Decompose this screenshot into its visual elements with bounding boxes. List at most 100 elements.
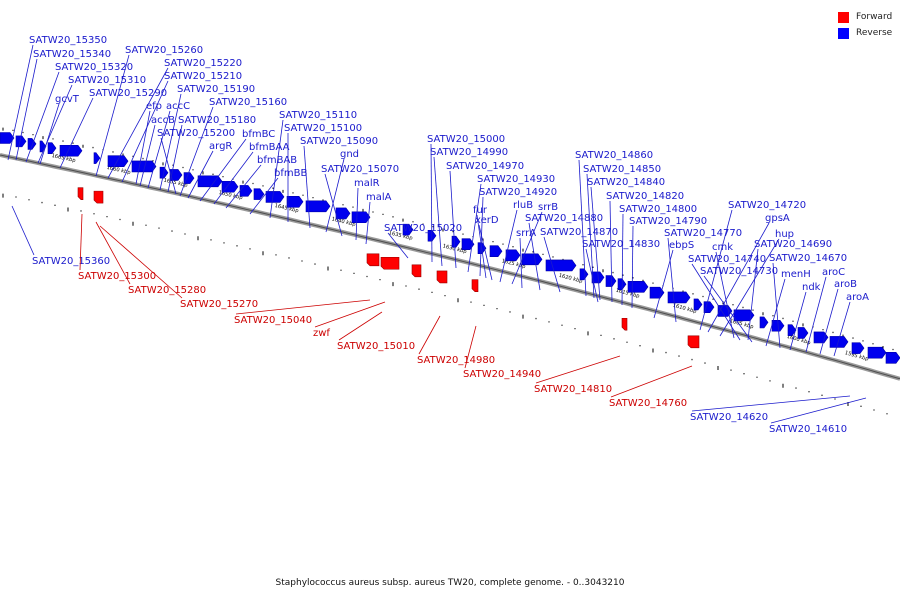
gene-callout-line — [535, 355, 621, 384]
forward-gene-arrow — [380, 256, 400, 270]
gene-callout-line — [765, 278, 786, 347]
gene-callout-line — [121, 80, 169, 183]
gene-label: SATW20_15300 — [78, 271, 156, 282]
gene-callout-line — [11, 205, 35, 256]
reverse-gene-arrow — [93, 152, 101, 164]
gene-label: accB — [151, 115, 175, 126]
gene-label: SATW20_15110 — [279, 110, 357, 121]
gene-label: SATW20_15260 — [125, 45, 203, 56]
gene-label: SATW20_14760 — [609, 398, 687, 409]
gene-callout-line — [139, 124, 156, 187]
gene-label: SATW20_15350 — [29, 35, 107, 46]
gene-callout-line — [213, 151, 254, 205]
forward-gene-arrow — [77, 187, 84, 200]
gene-callout-line — [324, 173, 343, 237]
gene-callout-line — [107, 67, 169, 179]
gene-label: bfmBAB — [257, 155, 297, 166]
gene-label: SATW20_15070 — [321, 164, 399, 175]
gene-callout-line — [585, 248, 599, 303]
gene-callout-line — [478, 224, 493, 281]
gene-label: SATW20_14620 — [690, 412, 768, 423]
reverse-gene-arrow — [521, 253, 543, 266]
gene-callout-line — [703, 275, 753, 343]
gene-label: cmk — [712, 242, 733, 253]
reverse-gene-arrow — [197, 175, 223, 188]
reverse-gene-arrow — [305, 200, 331, 213]
gene-callout-line — [609, 200, 613, 303]
gene-callout-line — [187, 150, 214, 199]
reverse-gene-arrow — [27, 138, 37, 150]
gene-callout-line — [59, 97, 94, 169]
gene-callout-line — [225, 164, 262, 209]
reverse-gene-arrow — [286, 196, 304, 208]
gene-callout-line — [99, 225, 183, 299]
gene-callout-line — [464, 325, 477, 369]
gene-label: SATW20_14940 — [463, 369, 541, 380]
reverse-gene-arrow — [351, 211, 371, 224]
reverse-gene-arrow — [265, 191, 285, 203]
gene-callout-line — [819, 288, 839, 355]
gene-callout-line — [770, 397, 867, 424]
gene-label: SATW20_15310 — [68, 75, 146, 86]
gene-callout-line — [476, 214, 487, 279]
reverse-gene-arrow — [131, 160, 157, 173]
gene-callout-line — [79, 213, 83, 271]
gene-label: srrA — [516, 228, 536, 239]
gene-callout-line — [805, 276, 827, 353]
reverse-gene-arrow — [505, 249, 521, 262]
gene-callout-line — [449, 170, 457, 269]
reverse-gene-arrow — [867, 346, 887, 359]
gene-callout-line — [338, 311, 383, 341]
reverse-gene-arrow — [667, 291, 691, 304]
gene-callout-line — [586, 173, 595, 299]
reverse-gene-arrow — [851, 342, 865, 354]
gene-callout-line — [621, 213, 624, 306]
gene-callout-line — [95, 221, 131, 285]
gene-label: SATW20_14840 — [587, 177, 665, 188]
gene-callout-line — [772, 262, 781, 349]
gene-callout-line — [249, 177, 279, 215]
reverse-gene-arrow — [759, 316, 769, 329]
reverse-gene-arrow — [885, 352, 900, 364]
reverse-gene-arrow — [787, 324, 797, 336]
gene-label: hup — [775, 229, 794, 240]
gene-label: SATW20_14810 — [534, 384, 612, 395]
gene-callout-line — [303, 145, 311, 229]
gene-label: srrB — [538, 202, 558, 213]
genome-caption: Staphylococcus aureus subsp. aureus TW20… — [275, 578, 625, 588]
gene-label: SATW20_14820 — [606, 191, 684, 202]
gene-label: gnd — [340, 149, 359, 160]
gene-callout-line — [667, 237, 677, 323]
gene-callout-line — [747, 248, 759, 341]
gene-label: argR — [209, 141, 232, 152]
gene-label: SATW20_14860 — [575, 150, 653, 161]
legend-reverse: Reverse — [838, 25, 892, 41]
reverse-gene-arrow — [451, 235, 461, 248]
gene-callout-line — [325, 158, 345, 233]
strand-legend: Forward Reverse — [838, 9, 892, 41]
reverse-gene-arrow — [253, 188, 265, 200]
gene-label: aroA — [846, 292, 869, 303]
reverse-gene-arrow — [221, 180, 239, 193]
gene-label: zwf — [313, 328, 330, 339]
gene-callout-line — [528, 222, 541, 291]
forward-gene-arrow — [411, 264, 422, 278]
gene-callout-line — [199, 138, 247, 202]
gene-callout-line — [159, 93, 182, 191]
gene-label: SATW20_14720 — [728, 200, 806, 211]
gene-label: SATW20_15290 — [89, 88, 167, 99]
gene-callout-line — [25, 71, 60, 163]
gene-label: SATW20_14690 — [754, 239, 832, 250]
gene-callout-line — [37, 84, 73, 164]
gene-label: ebpS — [669, 240, 694, 251]
gene-label: bfmBAA — [249, 142, 290, 153]
gene-callout-line — [179, 106, 214, 197]
reverse-gene-arrow — [169, 169, 183, 181]
legend-reverse-label: Reverse — [856, 28, 893, 38]
gene-label: SATW20_14610 — [769, 424, 847, 435]
gene-label: SATW20_14870 — [540, 227, 618, 238]
gene-label: SATW20_14790 — [629, 216, 707, 227]
kbp-tick-label: 1660 kbp — [106, 165, 132, 176]
gene-label: fur — [473, 205, 488, 216]
